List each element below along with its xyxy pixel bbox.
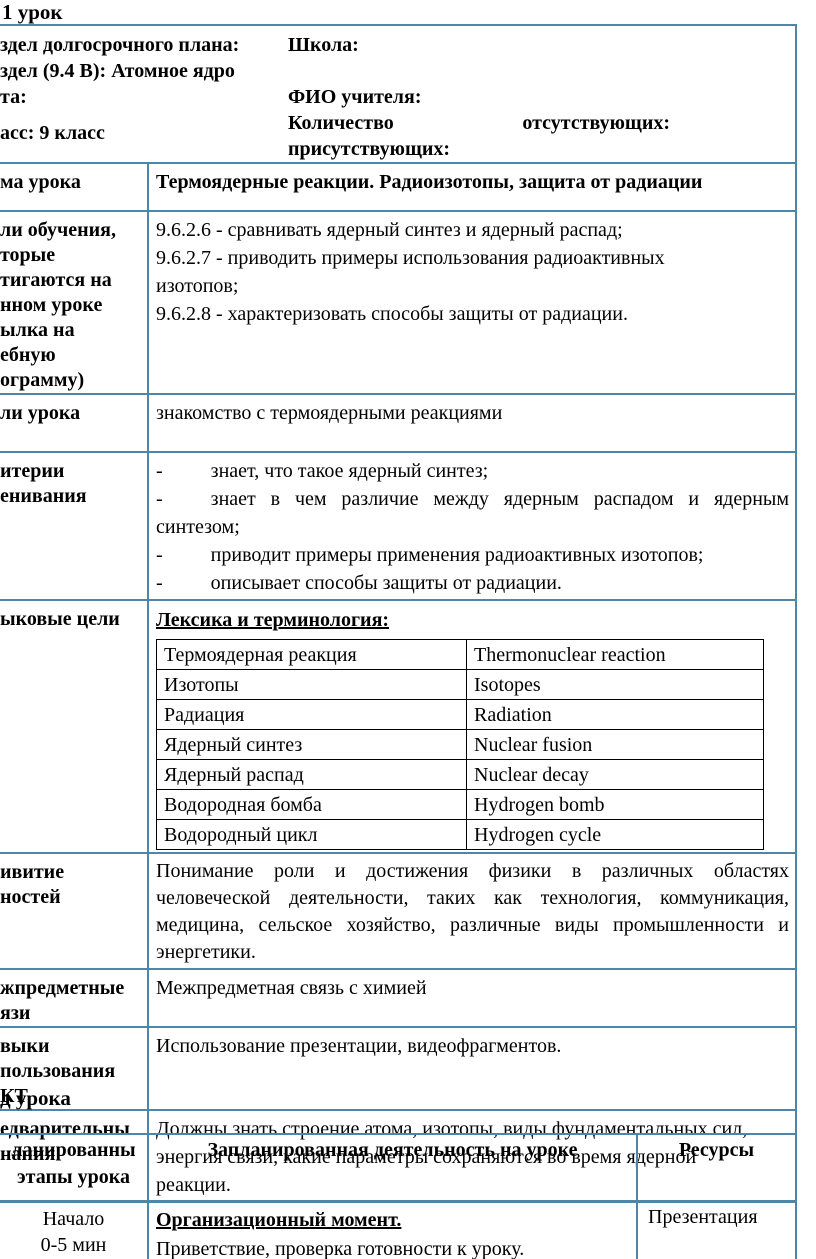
activity-title: Организационный момент.: [156, 1209, 402, 1231]
table-row-language-goals: ыковые цели Лексика и терминология: Терм…: [0, 599, 797, 854]
table-row-objectives: ли обучения, торые тигаются на нном урок…: [0, 210, 797, 395]
lexis-term-ru: Водородный цикл: [156, 819, 467, 850]
language-goals-label: ыковые цели: [0, 599, 149, 854]
stage-resources-cell: Презентация: [636, 1200, 797, 1259]
lexis-term-en: Hydrogen bomb: [466, 789, 764, 820]
lexis-term-ru: Радиация: [156, 699, 467, 730]
table-row-lesson-goals: ли урока знакомство с термоядерными реак…: [0, 393, 797, 453]
lesson-goals-label: ли урока: [0, 393, 149, 453]
lesson-number-heading: 1 урок: [2, 0, 63, 24]
objectives-value: 9.6.2.6 - сравнивать ядерный синтез и яд…: [147, 210, 797, 395]
table-row-values: ивитие ностей Понимание роли и достижени…: [0, 852, 797, 970]
table-row-ict-skills: выки пользования КТ Использование презен…: [0, 1026, 797, 1111]
criteria-item: - описывает способы защиты от радиации.: [156, 572, 562, 594]
values-value: Понимание роли и достижения физики в раз…: [147, 852, 797, 970]
resources-column-header: Ресурсы: [636, 1133, 797, 1202]
lexis-row: Изотопы Isotopes: [156, 669, 764, 700]
lexis-term-en: Thermonuclear reaction: [466, 639, 764, 670]
lexis-row: Радиация Radiation: [156, 699, 764, 730]
lexis-row: Ядерный распад Nuclear decay: [156, 759, 764, 790]
stages-header-row: ланированны этапы урока Запланированная …: [0, 1133, 797, 1202]
criteria-item: - приводит примеры применения радиоактивн…: [156, 544, 704, 566]
lesson-stages-table: ланированны этапы урока Запланированная …: [0, 1133, 797, 1259]
dash-bullet: -: [156, 488, 163, 510]
topic-value: Термоядерные реакции. Радиоизотопы, защи…: [147, 162, 797, 212]
interdisciplinary-value: Межпредметная связь с химией: [147, 968, 797, 1028]
lexis-row: Водородная бомба Hydrogen bomb: [156, 789, 764, 820]
dash-bullet: -: [156, 460, 163, 482]
dash-bullet: -: [156, 544, 163, 566]
lesson-course-heading: д урока: [0, 1086, 71, 1110]
long-term-plan-label: здел долгосрочного плана: здел (9.4 В): …: [0, 34, 240, 108]
stages-column-header: ланированны этапы урока: [0, 1133, 149, 1202]
criteria-item: - знает, что такое ядерный синтез;: [156, 460, 489, 482]
table-row-topic: ма урока Термоядерные реакции. Радиоизот…: [0, 162, 797, 212]
language-goals-value: Лексика и терминология: Термоядерная реа…: [147, 599, 797, 854]
criteria-label: итерии енивания: [0, 451, 149, 601]
stage-time-cell: Начало 0-5 мин: [0, 1200, 149, 1259]
lexis-term-ru: Ядерный синтез: [156, 729, 467, 760]
lexis-term-ru: Термоядерная реакция: [156, 639, 467, 670]
stage-activity-cell: Организационный момент. Приветствие, про…: [147, 1200, 638, 1259]
values-label: ивитие ностей: [0, 852, 149, 970]
lesson-goals-value: знакомство с термоядерными реакциями: [147, 393, 797, 453]
ict-skills-value: Использование презентации, видеофрагмент…: [147, 1026, 797, 1111]
lexis-row: Водородный цикл Hydrogen cycle: [156, 819, 764, 850]
class-label: асс: 9 класс: [0, 122, 105, 144]
dash-bullet: -: [156, 572, 163, 594]
lexis-heading: Лексика и терминология:: [156, 609, 390, 631]
activity-column-header: Запланированная деятельность на уроке: [147, 1133, 638, 1202]
topic-label: ма урока: [0, 162, 149, 212]
lexis-term-en: Radiation: [466, 699, 764, 730]
absent-label: отсутствующих:: [522, 112, 670, 134]
lexis-term-ru: Ядерный распад: [156, 759, 467, 790]
table-row-header-info: здел долгосрочного плана: здел (9.4 В): …: [0, 24, 797, 164]
lesson-plan-table: здел долгосрочного плана: здел (9.4 В): …: [0, 24, 797, 1203]
count-label: Количество: [288, 112, 394, 134]
school-label: Школа:: [288, 34, 359, 56]
ict-skills-label: выки пользования КТ: [0, 1026, 149, 1111]
lexis-term-ru: Изотопы: [156, 669, 467, 700]
objectives-label: ли обучения, торые тигаются на нном урок…: [0, 210, 149, 395]
table-row-criteria: итерии енивания - знает, что такое ядерны…: [0, 451, 797, 601]
lexis-table: Термоядерная реакция Thermonuclear reacti…: [156, 639, 764, 850]
lexis-term-ru: Водородная бомба: [156, 789, 467, 820]
interdisciplinary-label: жпредметные язи: [0, 968, 149, 1028]
lexis-row: Термоядерная реакция Thermonuclear reacti…: [156, 639, 764, 670]
lexis-row: Ядерный синтез Nuclear fusion: [156, 729, 764, 760]
lexis-term-en: Isotopes: [466, 669, 764, 700]
header-info-cell: здел долгосрочного плана: здел (9.4 В): …: [0, 24, 797, 164]
lexis-term-en: Nuclear decay: [466, 759, 764, 790]
criteria-item: - знает в чем различие между ядерным расп…: [156, 488, 789, 538]
lexis-term-en: Nuclear fusion: [466, 729, 764, 760]
teacher-name-label: ФИО учителя:: [288, 86, 422, 108]
present-label: присутствующих:: [288, 138, 451, 160]
lexis-term-en: Hydrogen cycle: [466, 819, 764, 850]
activity-text: Приветствие, проверка готовности к уроку…: [156, 1238, 525, 1259]
stage-row-start: Начало 0-5 мин Организационный момент. П…: [0, 1200, 797, 1259]
table-row-interdisciplinary: жпредметные язи Межпредметная связь с хи…: [0, 968, 797, 1028]
criteria-value: - знает, что такое ядерный синтез; - знает…: [147, 451, 797, 601]
